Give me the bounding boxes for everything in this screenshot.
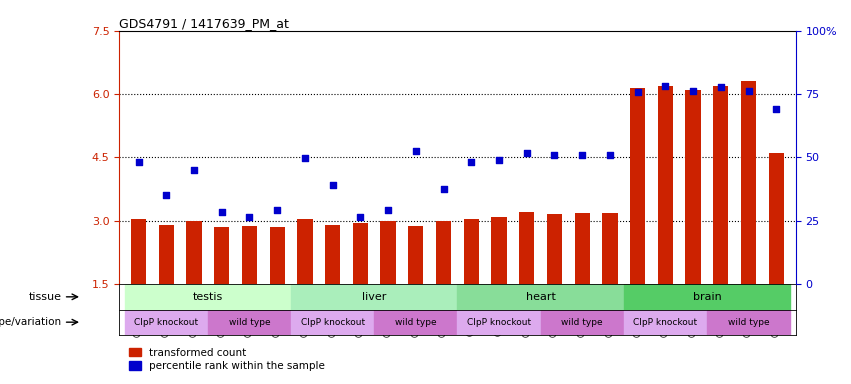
Text: wild type: wild type bbox=[229, 318, 271, 327]
Text: GDS4791 / 1417639_PM_at: GDS4791 / 1417639_PM_at bbox=[119, 17, 289, 30]
Bar bbox=[458, 284, 624, 310]
Bar bbox=[208, 310, 291, 335]
Point bbox=[298, 155, 311, 161]
Bar bbox=[540, 310, 624, 335]
Bar bbox=[380, 221, 396, 284]
Bar bbox=[624, 310, 707, 335]
Text: ClpP knockout: ClpP knockout bbox=[300, 318, 365, 327]
Text: ClpP knockout: ClpP knockout bbox=[134, 318, 198, 327]
Point bbox=[159, 192, 173, 199]
Bar bbox=[707, 310, 790, 335]
Point bbox=[603, 152, 617, 159]
Bar bbox=[125, 310, 208, 335]
Point bbox=[187, 167, 201, 173]
Point bbox=[769, 106, 783, 112]
Text: ClpP knockout: ClpP knockout bbox=[467, 318, 531, 327]
Bar bbox=[713, 86, 728, 284]
Point bbox=[409, 148, 423, 154]
Text: wild type: wild type bbox=[562, 318, 603, 327]
Point bbox=[659, 83, 672, 89]
Text: wild type: wild type bbox=[395, 318, 437, 327]
Point bbox=[353, 214, 367, 220]
Bar bbox=[291, 310, 374, 335]
Bar bbox=[374, 310, 458, 335]
Text: wild type: wild type bbox=[728, 318, 769, 327]
Bar bbox=[658, 86, 673, 284]
Bar bbox=[125, 284, 291, 310]
Point bbox=[271, 207, 284, 214]
Point bbox=[326, 182, 340, 188]
Bar bbox=[158, 225, 174, 284]
Point bbox=[631, 89, 644, 95]
Point bbox=[437, 186, 450, 192]
Bar bbox=[214, 227, 230, 284]
Bar bbox=[353, 223, 368, 284]
Bar bbox=[574, 213, 590, 284]
Bar bbox=[491, 217, 506, 284]
Bar bbox=[741, 81, 757, 284]
Text: genotype/variation: genotype/variation bbox=[0, 317, 61, 327]
Bar bbox=[685, 90, 700, 284]
Text: testis: testis bbox=[192, 292, 223, 302]
Point bbox=[465, 159, 478, 165]
Point bbox=[548, 152, 562, 159]
Bar bbox=[297, 219, 312, 284]
Bar bbox=[131, 219, 146, 284]
Text: ClpP knockout: ClpP knockout bbox=[633, 318, 698, 327]
Bar bbox=[603, 213, 618, 284]
Bar bbox=[408, 226, 424, 284]
Bar bbox=[624, 284, 790, 310]
Bar bbox=[186, 221, 202, 284]
Text: heart: heart bbox=[526, 292, 556, 302]
Point bbox=[714, 84, 728, 90]
Point bbox=[575, 152, 589, 159]
Bar bbox=[458, 310, 540, 335]
Bar bbox=[630, 88, 645, 284]
Bar bbox=[291, 284, 458, 310]
Bar bbox=[325, 225, 340, 284]
Bar bbox=[242, 226, 257, 284]
Point bbox=[686, 88, 700, 94]
Point bbox=[215, 209, 229, 215]
Bar bbox=[270, 227, 285, 284]
Point bbox=[243, 214, 256, 220]
Bar bbox=[464, 219, 479, 284]
Point bbox=[520, 150, 534, 156]
Point bbox=[742, 88, 756, 94]
Text: liver: liver bbox=[362, 292, 386, 302]
Point bbox=[492, 157, 505, 163]
Point bbox=[132, 159, 146, 165]
Text: tissue: tissue bbox=[29, 292, 61, 302]
Bar bbox=[547, 214, 562, 284]
Bar bbox=[519, 212, 534, 284]
Bar bbox=[768, 153, 784, 284]
Text: brain: brain bbox=[693, 292, 722, 302]
Bar bbox=[436, 221, 451, 284]
Point bbox=[381, 207, 395, 214]
Legend: transformed count, percentile rank within the sample: transformed count, percentile rank withi… bbox=[124, 344, 329, 375]
